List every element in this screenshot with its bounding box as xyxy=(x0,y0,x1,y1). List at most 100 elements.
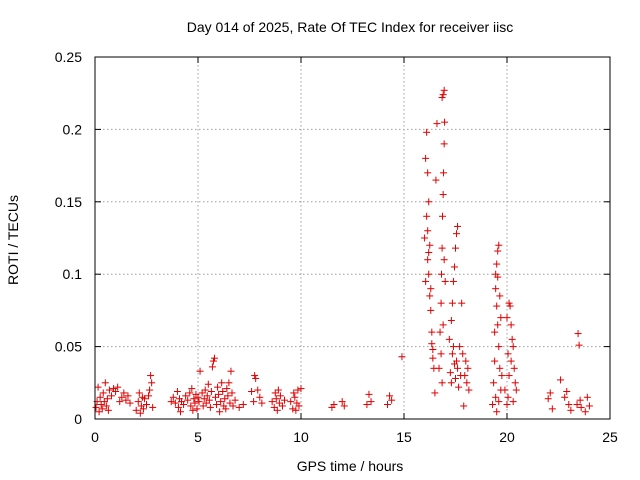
data-point xyxy=(104,406,112,414)
data-point xyxy=(437,270,445,278)
data-point xyxy=(427,285,435,293)
data-point xyxy=(330,401,338,409)
data-point xyxy=(195,398,203,406)
data-point xyxy=(295,402,303,410)
data-point xyxy=(252,374,260,382)
data-point xyxy=(258,399,266,407)
data-point xyxy=(273,406,281,414)
data-point xyxy=(297,385,305,393)
data-point xyxy=(428,340,436,348)
data-point xyxy=(188,385,196,393)
data-point xyxy=(276,392,284,400)
data-point xyxy=(498,372,506,380)
data-point xyxy=(438,244,446,252)
data-point xyxy=(102,402,110,410)
data-point xyxy=(174,403,182,411)
data-point xyxy=(507,357,515,365)
data-point xyxy=(187,402,195,410)
y-tick-label: 0.2 xyxy=(63,121,83,137)
data-point xyxy=(501,386,509,394)
data-point xyxy=(503,401,511,409)
data-point xyxy=(363,401,371,409)
data-point xyxy=(274,386,282,394)
data-point xyxy=(425,270,433,278)
data-point xyxy=(585,402,593,410)
data-point xyxy=(452,374,459,382)
data-point xyxy=(493,408,501,416)
data-point xyxy=(268,398,276,406)
y-tick-labels: 0 0.05 0.1 0.15 0.2 0.25 xyxy=(55,49,82,427)
data-point xyxy=(429,345,437,353)
data-point xyxy=(440,140,448,148)
data-point xyxy=(271,389,279,397)
data-point xyxy=(493,302,501,310)
data-point xyxy=(423,128,431,136)
data-point xyxy=(426,241,434,249)
y-tick-label: 0.05 xyxy=(55,339,82,355)
data-point xyxy=(440,169,448,177)
data-point xyxy=(441,277,449,285)
data-point xyxy=(365,390,373,398)
data-point xyxy=(575,341,583,349)
data-point xyxy=(384,401,392,409)
data-point xyxy=(509,398,517,406)
data-point xyxy=(447,379,455,387)
data-point xyxy=(507,321,515,329)
data-point xyxy=(454,222,462,230)
data-point xyxy=(504,350,512,358)
data-point xyxy=(504,393,512,401)
data-point xyxy=(225,379,233,387)
data-point xyxy=(292,406,300,414)
data-point xyxy=(421,234,429,242)
data-point xyxy=(438,379,446,387)
data-point xyxy=(492,285,500,293)
data-point xyxy=(97,401,105,409)
data-point xyxy=(510,364,518,372)
data-point xyxy=(186,389,194,397)
x-tick-label: 0 xyxy=(91,429,99,445)
data-point xyxy=(422,154,430,162)
data-point xyxy=(437,350,445,358)
data-point xyxy=(489,401,497,409)
data-point xyxy=(433,120,441,128)
data-point xyxy=(503,314,511,322)
data-point xyxy=(505,299,513,307)
data-point xyxy=(506,302,514,310)
data-point xyxy=(219,387,227,395)
data-point xyxy=(432,176,440,184)
data-point xyxy=(546,389,554,397)
data-point xyxy=(495,241,503,249)
data-point xyxy=(173,387,181,395)
data-point xyxy=(511,379,519,387)
data-point xyxy=(340,402,348,410)
data-point xyxy=(190,395,198,403)
data-point xyxy=(206,403,214,411)
data-point xyxy=(100,398,108,406)
data-point xyxy=(461,372,469,380)
data-point xyxy=(101,379,109,387)
data-point xyxy=(205,396,213,404)
data-point xyxy=(200,395,208,403)
data-point xyxy=(221,395,229,403)
data-point xyxy=(251,372,259,380)
data-point xyxy=(548,405,556,413)
data-point xyxy=(112,387,120,395)
x-tick-label: 25 xyxy=(602,429,618,445)
data-point xyxy=(494,247,502,255)
data-point xyxy=(386,392,394,400)
data-point xyxy=(439,91,447,99)
data-point xyxy=(189,406,197,414)
data-point xyxy=(496,364,504,372)
data-point xyxy=(427,306,435,314)
data-point xyxy=(445,335,453,343)
data-point xyxy=(136,409,144,417)
data-point xyxy=(210,354,218,362)
data-point xyxy=(118,393,126,401)
x-axis-label: GPS time / hours xyxy=(297,458,404,474)
data-point xyxy=(107,392,115,400)
data-point xyxy=(544,395,552,403)
data-point xyxy=(224,392,232,400)
data-point xyxy=(134,398,142,406)
data-point xyxy=(143,401,150,409)
